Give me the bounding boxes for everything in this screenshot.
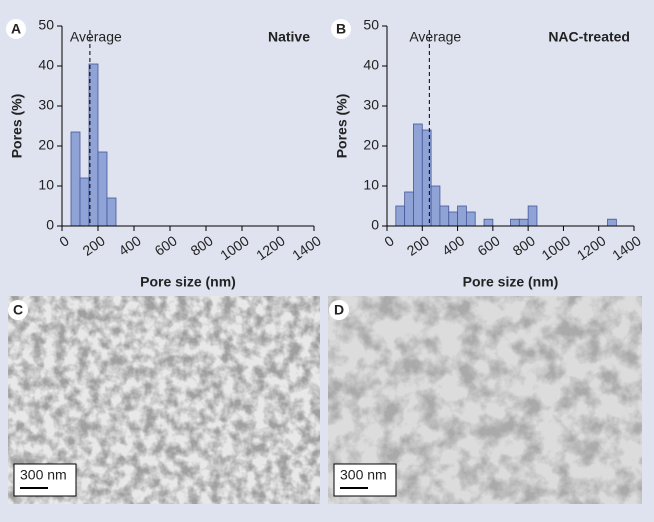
y-axis-label: Pores (%) [9,94,25,159]
bar [106,197,117,227]
y-tick-label: 40 [38,57,54,73]
x-axis-label: Pore size (nm) [463,274,559,290]
panel-badge [331,19,351,39]
x-tick-label: 1000 [217,232,252,263]
x-tick-label: 1400 [609,232,644,263]
scale-label: 300 nm [340,467,387,483]
panel-label: D [334,302,344,318]
bar [79,177,90,227]
x-tick-label: 800 [188,232,216,259]
y-tick-label: 20 [38,137,54,153]
x-tick-label: 600 [474,232,502,259]
bar [430,185,441,227]
chart-title: Native [268,29,310,45]
y-tick-label: 0 [371,217,379,233]
y-tick-label: 40 [363,57,379,73]
bar [404,191,414,227]
panel-badge [329,300,349,320]
bar [518,218,529,227]
y-tick-label: 10 [363,177,379,193]
bar [510,218,520,227]
y-tick-label: 0 [46,217,54,233]
x-tick-label: 1200 [574,232,609,263]
x-axis-label: Pore size (nm) [140,274,236,290]
x-tick-label: 0 [56,232,72,250]
y-axis-label: Pores (%) [334,94,350,159]
image-c: 300 nm C [8,296,320,504]
bar [413,123,423,227]
x-tick-label: 400 [116,232,144,259]
x-tick-label: 1200 [253,232,288,263]
x-tick-label: 1000 [539,232,574,263]
bar [97,151,108,227]
bar [483,218,494,227]
panel-label: C [13,302,23,318]
scale-box [13,463,77,497]
y-tick-label: 50 [363,17,379,33]
scale-label: 300 nm [20,467,67,483]
x-tick-label: 800 [510,232,538,259]
x-tick-label: 200 [80,232,108,259]
bar [439,205,450,227]
image-d: 300 nm D [328,296,642,504]
y-tick-label: 30 [38,97,54,113]
y-tick-label: 10 [38,177,54,193]
panel-badge [8,300,28,320]
annotation: Average [70,29,122,45]
x-tick-label: 0 [381,232,397,250]
annotation: Average [409,29,461,45]
bar [70,131,81,227]
panel-label: A [11,21,21,37]
y-tick-label: 20 [363,137,379,153]
chart-title: NAC-treated [548,29,630,45]
panel-label: B [336,21,346,37]
scale-box [333,463,397,497]
x-tick-label: 400 [439,232,467,259]
bar [448,211,458,227]
histogram: 0 10 20 30 40 50 0 200 400 600 800 1000 1200 1400 Aver… [331,17,644,290]
histogram: 0 10 20 30 40 50 0 200 400 600 800 1000 1200 1400 Aver… [6,17,324,290]
bar [465,211,476,227]
bar [457,205,467,227]
bar [527,205,538,227]
x-tick-label: 600 [152,232,180,259]
x-tick-label: 1400 [289,232,324,263]
panel-badge [6,19,26,39]
x-tick-label: 200 [404,232,432,259]
bar [395,205,406,227]
bar [607,218,617,227]
y-tick-label: 30 [363,97,379,113]
y-tick-label: 50 [38,17,54,33]
